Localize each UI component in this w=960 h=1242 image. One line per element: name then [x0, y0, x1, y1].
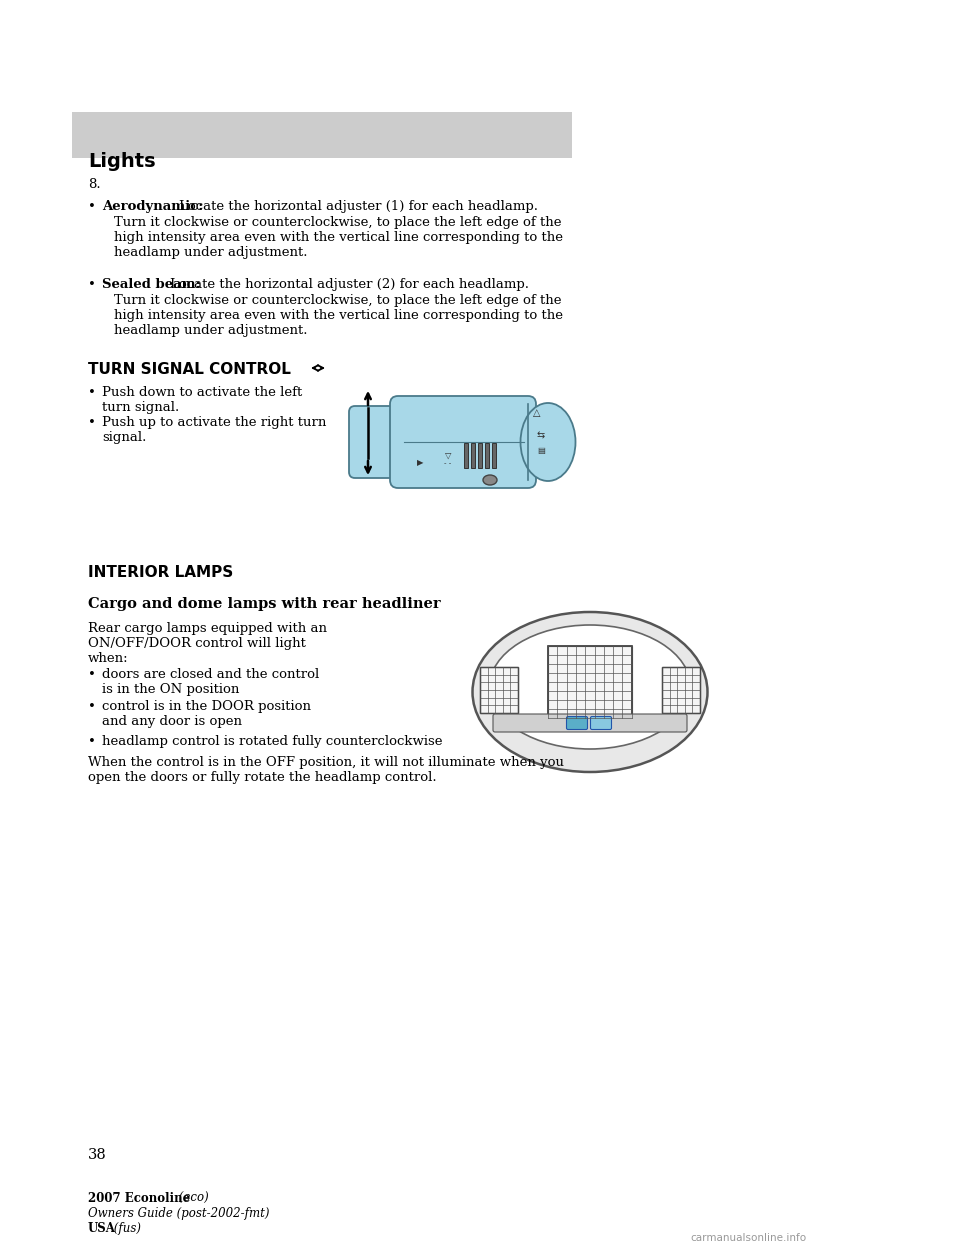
Text: Owners Guide (post-2002-fmt): Owners Guide (post-2002-fmt) — [88, 1207, 270, 1220]
Text: control is in the DOOR position
and any door is open: control is in the DOOR position and any … — [102, 700, 311, 728]
Text: Locate the horizontal adjuster (2) for each headlamp.: Locate the horizontal adjuster (2) for e… — [170, 278, 529, 291]
Bar — [72, 112, 572, 158]
Text: •: • — [88, 416, 96, 428]
Text: Turn it clockwise or counterclockwise, to place the left edge of the: Turn it clockwise or counterclockwise, t… — [114, 216, 562, 229]
Text: •: • — [88, 386, 96, 399]
Text: headlamp under adjustment.: headlamp under adjustment. — [114, 324, 307, 337]
FancyBboxPatch shape — [590, 717, 612, 729]
Text: headlamp control is rotated fully counterclockwise: headlamp control is rotated fully counte… — [102, 735, 443, 748]
Text: INTERIOR LAMPS: INTERIOR LAMPS — [88, 565, 233, 580]
Text: high intensity area even with the vertical line corresponding to the: high intensity area even with the vertic… — [114, 231, 563, 243]
Text: (eco): (eco) — [175, 1192, 208, 1205]
Text: •: • — [88, 278, 96, 291]
Text: •: • — [88, 668, 96, 681]
Bar — [464, 443, 468, 468]
Text: Turn it clockwise or counterclockwise, to place the left edge of the: Turn it clockwise or counterclockwise, t… — [114, 294, 562, 307]
FancyBboxPatch shape — [349, 406, 416, 478]
Text: Aerodynamic:: Aerodynamic: — [102, 200, 204, 212]
Text: 2007 Econoline: 2007 Econoline — [88, 1192, 190, 1205]
Text: Lights: Lights — [88, 152, 156, 171]
Bar — [548, 646, 632, 718]
Text: Locate the horizontal adjuster (1) for each headlamp.: Locate the horizontal adjuster (1) for e… — [179, 200, 538, 212]
Text: ▤: ▤ — [537, 446, 545, 455]
Bar — [478, 443, 482, 468]
Ellipse shape — [520, 402, 575, 481]
Text: - -: - - — [444, 460, 451, 466]
Bar — [548, 646, 632, 718]
Text: ⇆: ⇆ — [537, 430, 545, 440]
Bar — [662, 667, 700, 713]
Text: △: △ — [533, 409, 540, 419]
Text: Cargo and dome lamps with rear headliner: Cargo and dome lamps with rear headliner — [88, 597, 441, 611]
Text: Push up to activate the right turn
signal.: Push up to activate the right turn signa… — [102, 416, 326, 443]
FancyBboxPatch shape — [566, 717, 588, 729]
Text: Push down to activate the left
turn signal.: Push down to activate the left turn sign… — [102, 386, 302, 414]
Text: doors are closed and the control
is in the ON position: doors are closed and the control is in t… — [102, 668, 320, 696]
Text: ▽: ▽ — [444, 451, 451, 460]
FancyBboxPatch shape — [390, 396, 536, 488]
Text: Sealed beam:: Sealed beam: — [102, 278, 201, 291]
Bar — [662, 667, 700, 713]
Bar — [480, 667, 518, 713]
Text: ▶: ▶ — [417, 458, 423, 467]
Ellipse shape — [472, 612, 708, 773]
Text: •: • — [88, 700, 96, 713]
Bar — [485, 443, 489, 468]
Text: TURN SIGNAL CONTROL: TURN SIGNAL CONTROL — [88, 361, 291, 378]
Ellipse shape — [490, 625, 690, 749]
Text: When the control is in the OFF position, it will not illuminate when you
open th: When the control is in the OFF position,… — [88, 756, 564, 784]
Text: (fus): (fus) — [110, 1222, 141, 1235]
Text: headlamp under adjustment.: headlamp under adjustment. — [114, 246, 307, 260]
Text: •: • — [88, 735, 96, 748]
Text: carmanualsonline.info: carmanualsonline.info — [690, 1233, 806, 1242]
Bar — [492, 443, 496, 468]
Text: 38: 38 — [88, 1148, 107, 1163]
Text: •: • — [88, 200, 96, 212]
Text: 8.: 8. — [88, 178, 101, 191]
FancyBboxPatch shape — [493, 714, 687, 732]
Bar — [480, 667, 518, 713]
Text: USA: USA — [88, 1222, 116, 1235]
Text: high intensity area even with the vertical line corresponding to the: high intensity area even with the vertic… — [114, 309, 563, 322]
Ellipse shape — [483, 474, 497, 484]
Text: Rear cargo lamps equipped with an
ON/OFF/DOOR control will light
when:: Rear cargo lamps equipped with an ON/OFF… — [88, 622, 327, 664]
Bar — [471, 443, 475, 468]
